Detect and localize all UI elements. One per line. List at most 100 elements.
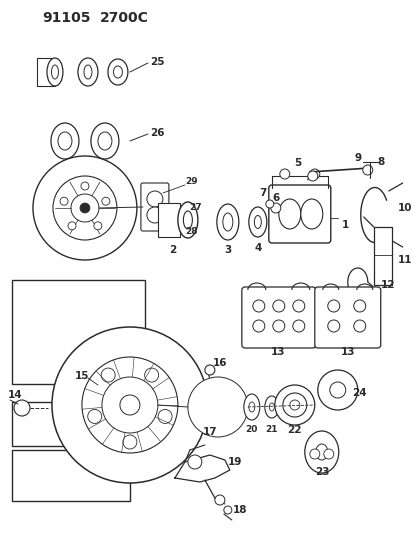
FancyBboxPatch shape <box>314 287 380 348</box>
Text: 12: 12 <box>380 280 394 290</box>
Circle shape <box>60 197 68 205</box>
Circle shape <box>195 385 239 429</box>
Text: 1: 1 <box>341 220 349 230</box>
Circle shape <box>272 320 284 332</box>
Circle shape <box>94 222 102 230</box>
Ellipse shape <box>113 66 122 78</box>
Circle shape <box>252 300 264 312</box>
Ellipse shape <box>84 65 92 79</box>
Ellipse shape <box>248 207 266 237</box>
Text: 29: 29 <box>185 177 198 187</box>
FancyBboxPatch shape <box>140 183 169 231</box>
Text: 22: 22 <box>287 425 301 435</box>
Ellipse shape <box>216 204 238 240</box>
Text: 17: 17 <box>202 427 217 437</box>
Circle shape <box>270 203 280 213</box>
Text: 11: 11 <box>396 255 411 265</box>
Ellipse shape <box>248 402 254 412</box>
Circle shape <box>188 377 247 437</box>
Ellipse shape <box>222 213 232 231</box>
Ellipse shape <box>58 132 72 150</box>
Ellipse shape <box>243 394 259 420</box>
Circle shape <box>289 400 299 410</box>
Circle shape <box>292 300 304 312</box>
Bar <box>12 402 130 446</box>
Circle shape <box>274 385 314 425</box>
Circle shape <box>309 449 319 459</box>
Text: 15: 15 <box>74 371 89 381</box>
Text: 27: 27 <box>189 203 202 212</box>
Circle shape <box>323 449 333 459</box>
Text: 10: 10 <box>396 203 411 213</box>
Circle shape <box>123 435 137 449</box>
Ellipse shape <box>78 58 98 86</box>
Circle shape <box>265 200 273 208</box>
Text: 24: 24 <box>351 388 366 398</box>
Ellipse shape <box>47 58 63 86</box>
Text: 9: 9 <box>354 153 361 163</box>
Circle shape <box>327 320 339 332</box>
Text: 26: 26 <box>149 128 164 138</box>
Circle shape <box>71 194 99 222</box>
Circle shape <box>52 327 207 483</box>
Circle shape <box>102 377 157 433</box>
Text: 4: 4 <box>254 243 261 253</box>
Circle shape <box>188 455 202 469</box>
Circle shape <box>14 400 30 416</box>
Circle shape <box>101 368 115 382</box>
Text: 13: 13 <box>340 347 354 357</box>
Circle shape <box>102 197 109 205</box>
Circle shape <box>223 506 231 514</box>
Circle shape <box>309 169 319 179</box>
Circle shape <box>88 409 102 423</box>
Circle shape <box>214 495 224 505</box>
Ellipse shape <box>108 59 128 85</box>
Circle shape <box>82 357 178 453</box>
Circle shape <box>203 393 231 421</box>
Text: 19: 19 <box>227 457 242 467</box>
Ellipse shape <box>98 132 112 150</box>
Circle shape <box>68 222 76 230</box>
Circle shape <box>204 365 214 375</box>
Ellipse shape <box>269 403 274 411</box>
Text: 91105: 91105 <box>42 11 90 25</box>
Circle shape <box>147 207 162 223</box>
Text: 3: 3 <box>224 245 231 255</box>
Text: 13: 13 <box>270 347 285 357</box>
Circle shape <box>147 191 162 207</box>
Ellipse shape <box>51 65 58 79</box>
Circle shape <box>353 320 365 332</box>
Bar <box>12 450 130 501</box>
Ellipse shape <box>91 123 119 159</box>
Circle shape <box>279 169 289 179</box>
Ellipse shape <box>178 202 197 238</box>
Circle shape <box>80 203 90 213</box>
Circle shape <box>252 320 264 332</box>
Circle shape <box>307 171 317 181</box>
Ellipse shape <box>254 215 261 229</box>
Circle shape <box>292 320 304 332</box>
Circle shape <box>329 382 345 398</box>
Text: 2700C: 2700C <box>100 11 148 25</box>
Circle shape <box>327 300 339 312</box>
Circle shape <box>33 156 137 260</box>
Text: 14: 14 <box>8 390 22 400</box>
Text: 23: 23 <box>315 467 329 477</box>
FancyBboxPatch shape <box>268 185 330 243</box>
Ellipse shape <box>304 431 338 473</box>
Text: 5: 5 <box>294 158 301 168</box>
Text: 2: 2 <box>169 245 176 255</box>
Text: 16: 16 <box>212 358 227 368</box>
Text: 6: 6 <box>271 193 279 203</box>
Circle shape <box>282 393 306 417</box>
Text: 20: 20 <box>245 425 257 434</box>
Circle shape <box>272 300 284 312</box>
Text: 8: 8 <box>376 157 383 167</box>
Text: 18: 18 <box>232 505 247 515</box>
Bar <box>373 227 391 285</box>
Bar <box>37 58 55 86</box>
FancyBboxPatch shape <box>241 287 315 348</box>
Circle shape <box>120 395 140 415</box>
Circle shape <box>362 165 372 175</box>
Circle shape <box>53 176 116 240</box>
